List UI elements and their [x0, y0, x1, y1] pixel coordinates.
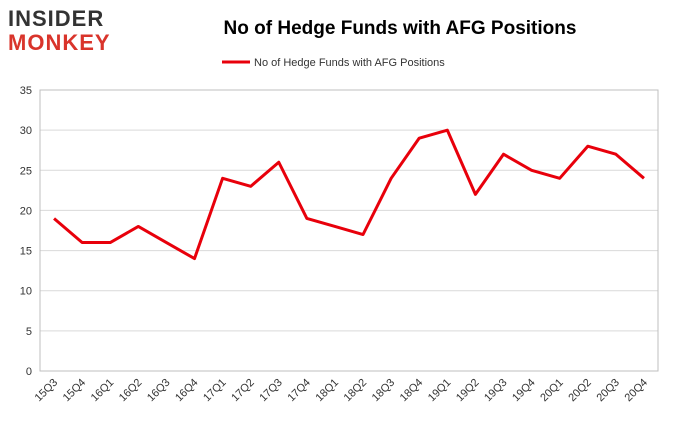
plot-border — [39, 89, 659, 372]
y-tick-label: 20 — [20, 205, 32, 217]
y-tick-label: 30 — [20, 125, 32, 137]
y-tick-label: 25 — [20, 165, 32, 177]
data-line — [53, 128, 645, 261]
logo-line2: MONKEY — [8, 30, 111, 55]
legend-label: No of Hedge Funds with AFG Positions — [254, 57, 445, 69]
y-tick-label: 35 — [20, 85, 32, 97]
y-tick-label: 0 — [26, 366, 32, 378]
y-tick-label: 10 — [20, 286, 32, 298]
y-tick-label: 5 — [26, 326, 32, 338]
chart-title: No of Hedge Funds with AFG Positions — [224, 18, 577, 39]
logo-line1: INSIDER — [8, 6, 104, 31]
y-tick-label: 15 — [20, 246, 32, 258]
